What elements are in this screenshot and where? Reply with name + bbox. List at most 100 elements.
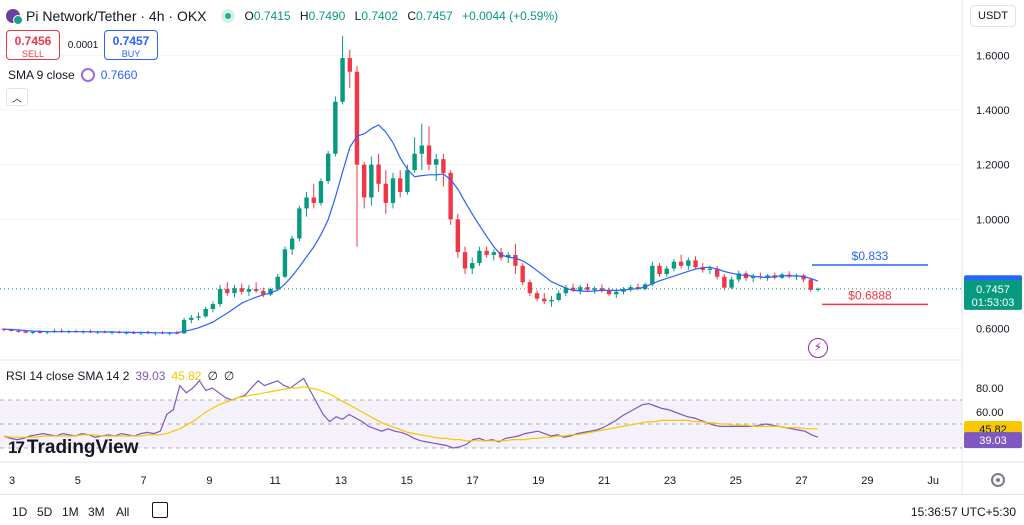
price-tick: 1.0000	[976, 214, 1010, 226]
tradingview-logo: 17 TradingView	[8, 437, 139, 459]
candle-body	[289, 238, 295, 250]
candle-body	[563, 287, 569, 294]
candle-body	[311, 197, 316, 203]
timeframe-1m[interactable]: 1M	[62, 505, 79, 519]
sell-button[interactable]: 0.7456 SELL	[6, 30, 60, 60]
countdown-text: 01:53:03	[972, 297, 1015, 309]
candle-body	[714, 268, 720, 277]
open-value: 0.7415	[253, 9, 291, 23]
candle-body	[722, 276, 727, 288]
candle-body	[217, 289, 223, 305]
horizontal-lines: $0.833 $0.6888	[0, 249, 962, 306]
candle-body	[397, 178, 403, 192]
rsi-label: RSI 14 close SMA 14 2	[6, 369, 130, 383]
symbol-title[interactable]: Pi Network/Tether · 4h · OKX	[26, 8, 207, 24]
time-tick: Ju	[927, 475, 939, 487]
candle-body	[693, 260, 698, 268]
time-tick: 7	[141, 475, 147, 487]
collapse-legend-button[interactable]: ︿	[6, 88, 28, 106]
currency-selector[interactable]: USDT	[970, 5, 1016, 27]
rsi-tick: 80.00	[976, 383, 1004, 395]
candle-body	[325, 153, 331, 182]
candle-body	[390, 178, 396, 203]
change-value: +0.0044 (+0.59%)	[462, 9, 559, 23]
candle-body	[268, 289, 273, 295]
candle-body	[650, 265, 655, 285]
close-value: 0.7457	[416, 9, 453, 23]
chevron-up-icon: ︿	[12, 93, 22, 105]
time-tick: 23	[664, 475, 676, 487]
time-tick: 27	[795, 475, 807, 487]
time-tick: 5	[75, 475, 81, 487]
time-tick: 15	[401, 475, 413, 487]
candle-body	[750, 276, 756, 279]
rsi-line	[3, 377, 819, 449]
candle-body	[542, 298, 547, 302]
ohlc-values: O0.7415 H0.7490 L0.7402 C0.7457 +0.0044 …	[245, 9, 565, 23]
price-axis: 1.6000 1.4000 1.2000 1.0000 0.6000	[976, 50, 1010, 335]
gear-icon[interactable]	[991, 473, 1005, 487]
candle-body	[606, 290, 612, 295]
candle-body	[462, 252, 468, 269]
candle-body	[520, 265, 525, 283]
sma-legend[interactable]: SMA 9 close 0.7660	[8, 68, 137, 82]
candle-body	[534, 293, 540, 299]
candle-body	[801, 275, 806, 280]
price-level-label: $0.6888	[848, 288, 892, 302]
clock[interactable]: 15:36:57 UTC+5:30	[910, 505, 1016, 519]
rsi-sma-value: 45.82	[171, 369, 202, 383]
candle-body	[549, 299, 554, 302]
candle-body	[556, 293, 561, 300]
symbol-header: Pi Network/Tether · 4h · OKX O0.7415 H0.…	[6, 6, 564, 26]
calendar-icon[interactable]	[152, 502, 168, 518]
candle-body	[678, 261, 684, 266]
candle-body	[253, 289, 259, 291]
candle-body	[426, 145, 432, 165]
time-tick: 3	[9, 475, 15, 487]
timeframe-1d[interactable]: 1D	[12, 505, 28, 519]
buy-button[interactable]: 0.7457 BUY	[104, 30, 158, 60]
candle-body	[815, 288, 821, 290]
symbol-logo-icon	[6, 9, 23, 25]
candle-body	[37, 331, 43, 333]
time-tick: 29	[861, 475, 873, 487]
timeframe-all[interactable]: All	[116, 505, 130, 519]
candle-body	[30, 331, 36, 333]
candle-body	[16, 330, 21, 332]
high-label: H	[299, 9, 309, 23]
open-label: O	[244, 9, 254, 23]
candle-body	[405, 170, 410, 192]
candle-body	[412, 153, 417, 171]
candle-body	[585, 287, 590, 290]
rsi-legend[interactable]: RSI 14 close SMA 14 2 39.03 45.82 ∅ ∅	[6, 369, 234, 383]
buy-label: BUY	[121, 49, 141, 59]
candle-body	[736, 273, 741, 280]
candle-body	[203, 308, 208, 317]
time-tick: 19	[532, 475, 544, 487]
time-axis: 3 5 7 9 11 13 15 17 19 21 23 25 27 29 Ju	[9, 475, 939, 487]
price-tick: 1.2000	[976, 160, 1010, 172]
price-tick: 1.6000	[976, 50, 1010, 62]
candles	[1, 36, 821, 336]
candle-body	[686, 260, 691, 266]
candle-body	[592, 288, 597, 290]
timeframe-5d[interactable]: 5D	[37, 505, 53, 519]
last-price-text: 0.7457	[976, 284, 1010, 296]
timeframe-3m[interactable]: 3M	[88, 505, 105, 519]
chart-canvas[interactable]: 1.6000 1.4000 1.2000 1.0000 0.6000 80.00 60.0…	[0, 0, 1024, 494]
candle-body	[304, 197, 309, 209]
candle-body	[808, 279, 813, 290]
candle-body	[729, 279, 734, 288]
candle-body	[361, 164, 367, 198]
bottom-toolbar: 1D 5D 1M 3M All 15:36:57 UTC+5:30	[0, 494, 1024, 525]
candle-body	[318, 181, 324, 203]
last-price-badge	[964, 279, 1022, 310]
close-label: C	[407, 9, 417, 23]
candle-body	[246, 289, 252, 292]
candle-body	[340, 58, 345, 102]
candle-body	[513, 254, 518, 266]
lightning-icon[interactable]: ⚡	[808, 338, 828, 358]
candle-body	[765, 275, 770, 278]
